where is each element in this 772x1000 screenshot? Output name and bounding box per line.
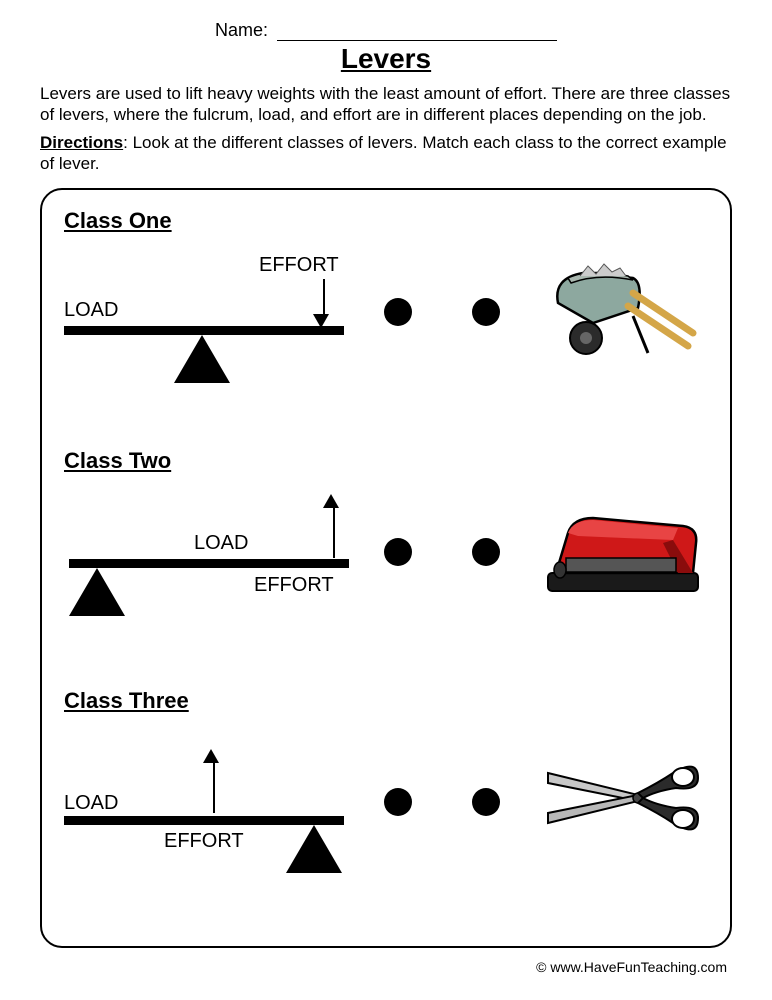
match-dots-row (384, 298, 500, 326)
directions-label: Directions (40, 133, 123, 152)
wheelbarrow-icon (538, 238, 708, 398)
match-dot-left[interactable] (384, 298, 412, 326)
match-dot-left[interactable] (384, 788, 412, 816)
effort-label: EFFORT (259, 254, 339, 277)
load-label: LOAD (64, 299, 118, 322)
fulcrum-icon (174, 335, 230, 383)
effort-label: EFFORT (164, 830, 244, 853)
effort-arrow-down-icon (319, 279, 329, 328)
class-one-diagram: LOAD EFFORT (64, 244, 364, 404)
effort-arrow-up-icon (209, 749, 219, 813)
match-dot-right[interactable] (472, 788, 500, 816)
match-dot-right[interactable] (472, 538, 500, 566)
class-three-diagram: LOAD EFFORT (64, 734, 364, 894)
class-two-section: Class Two LOAD EFFORT (64, 448, 708, 688)
lever-bar (64, 326, 344, 335)
effort-label: EFFORT (254, 574, 334, 597)
directions-paragraph: Directions: Look at the different classe… (40, 132, 732, 175)
page-title: Levers (40, 43, 732, 75)
name-blank-line[interactable] (277, 40, 557, 41)
class-three-title: Class Three (64, 688, 708, 714)
lever-bar (69, 559, 349, 568)
fulcrum-icon (69, 568, 125, 616)
name-field-row: Name: (40, 20, 732, 41)
class-two-title: Class Two (64, 448, 708, 474)
load-label: LOAD (194, 532, 248, 555)
intro-paragraph: Levers are used to lift heavy weights wi… (40, 83, 732, 126)
class-one-section: Class One LOAD EFFORT (64, 208, 708, 448)
class-three-section: Class Three LOAD EFFORT (64, 688, 708, 928)
name-label: Name: (215, 20, 268, 40)
directions-text: : Look at the different classes of lever… (40, 133, 727, 173)
class-two-diagram: LOAD EFFORT (64, 484, 364, 644)
effort-arrow-up-icon (329, 494, 339, 558)
class-one-title: Class One (64, 208, 708, 234)
worksheet-box: Class One LOAD EFFORT (40, 188, 732, 948)
load-label: LOAD (64, 792, 118, 815)
match-dot-right[interactable] (472, 298, 500, 326)
match-dots-row (384, 788, 500, 816)
scissors-icon (538, 743, 708, 903)
fulcrum-icon (286, 825, 342, 873)
footer-credit: © www.HaveFunTeaching.com (536, 959, 727, 975)
match-dots-row (384, 538, 500, 566)
match-dot-left[interactable] (384, 538, 412, 566)
lever-bar (64, 816, 344, 825)
stapler-icon (538, 488, 708, 648)
